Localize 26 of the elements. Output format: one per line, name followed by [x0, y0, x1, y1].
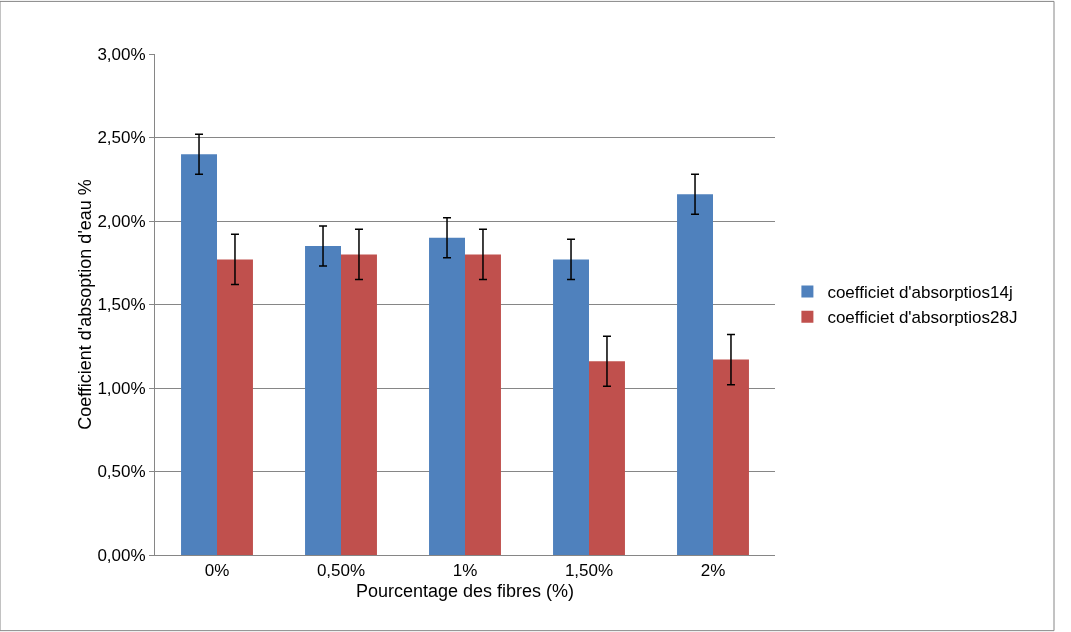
legend-label: coefficiet d'absorptios28J	[827, 308, 1018, 328]
bar	[429, 237, 465, 555]
bar	[553, 259, 589, 555]
bar	[181, 154, 217, 555]
y-tick-label: 1,00%	[97, 378, 146, 398]
x-tick-label: 2%	[700, 561, 726, 581]
bar	[341, 254, 377, 555]
bar	[713, 359, 749, 555]
x-tick-label: 1%	[452, 561, 478, 581]
y-axis-title: Coefficient d'absoption d'eau %	[75, 179, 96, 430]
bar	[305, 246, 341, 555]
legend-label: coefficiet d'absorptios14j	[827, 283, 1013, 303]
bar	[589, 361, 625, 555]
y-tick-label: 2,00%	[97, 211, 146, 231]
y-tick-label: 0,50%	[97, 462, 146, 482]
bar	[677, 194, 713, 555]
bar	[217, 259, 253, 555]
y-tick-label: 0,00%	[97, 545, 146, 565]
y-tick-label: 3,00%	[97, 44, 146, 64]
y-tick-label: 1,50%	[97, 295, 146, 315]
x-tick-label: 0,50%	[316, 561, 366, 581]
bar	[465, 254, 501, 555]
x-tick-label: 1,50%	[564, 561, 614, 581]
y-tick-label: 2,50%	[97, 128, 146, 148]
x-tick-label: 0%	[204, 561, 230, 581]
x-axis-title: Pourcentage des fibres (%)	[355, 580, 575, 601]
